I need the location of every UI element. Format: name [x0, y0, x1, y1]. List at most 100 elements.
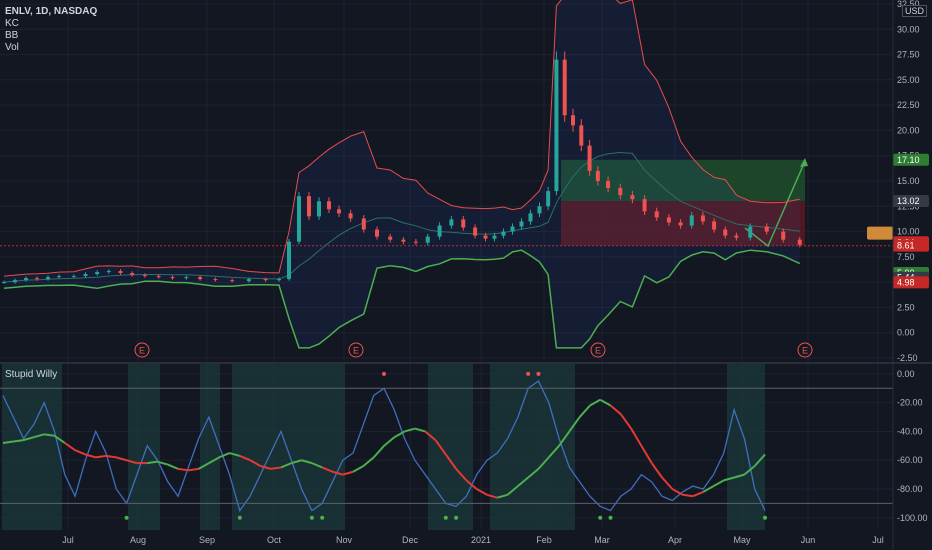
long-position-tool[interactable]	[0, 158, 893, 248]
oversold-dot	[309, 515, 314, 520]
sub-legend: Stupid Willy	[5, 369, 57, 381]
candle-body	[170, 277, 175, 279]
willy-smooth-segment	[362, 456, 375, 467]
candle-body	[130, 273, 135, 276]
currency-label[interactable]: USD	[902, 5, 928, 17]
indicator-kc[interactable]: KC	[5, 18, 19, 29]
earnings-marker-label-1: E	[353, 346, 359, 356]
candle-body	[361, 218, 366, 230]
time-tick-1: Aug	[130, 535, 146, 545]
candle-body	[317, 201, 321, 217]
price-tick-12: 2.50	[897, 302, 915, 312]
time-tick-8: Mar	[594, 535, 610, 545]
candle-body	[483, 235, 488, 239]
price-tick-13: 0.00	[897, 328, 915, 338]
candle-body	[537, 206, 542, 214]
willy-smooth-segment	[116, 456, 127, 462]
indicator-bb[interactable]: BB	[5, 30, 19, 41]
price-tick-14: -2.50	[897, 353, 918, 363]
time-tick-2: Sep	[199, 535, 215, 545]
willy-smooth-segment	[44, 433, 55, 437]
willy-smooth-segment	[578, 404, 591, 418]
price-label-0: 17.10	[897, 155, 920, 165]
candle-body	[83, 274, 88, 277]
candle-body	[277, 279, 281, 281]
candle-body	[287, 241, 291, 280]
willy-smooth-segment	[609, 404, 622, 415]
willy-smooth-segment	[198, 462, 210, 470]
candle-body	[528, 213, 533, 222]
willy-tick-5: -100.00	[897, 513, 928, 523]
price-label-6: 4.98	[897, 277, 915, 287]
candle-body	[118, 271, 123, 274]
candle-body	[562, 59, 567, 116]
willy-smooth-segment	[249, 459, 261, 467]
overbought-dot	[526, 371, 531, 376]
candle-body	[246, 279, 251, 282]
willy-smooth-segment	[733, 473, 745, 479]
candle-body	[57, 276, 61, 278]
candle-body	[654, 211, 659, 218]
candle-body	[327, 201, 331, 210]
willy-smooth-segment	[599, 398, 612, 407]
oversold-dot	[598, 515, 603, 520]
willy-smooth-segment	[383, 436, 395, 447]
time-tick-5: Dec	[402, 535, 419, 545]
indicator-vol[interactable]: Vol	[5, 42, 19, 53]
band-fill	[4, 0, 800, 348]
candle-body	[734, 235, 739, 238]
candle-body	[666, 217, 671, 223]
candle-body	[501, 231, 506, 236]
candle-body	[781, 231, 786, 240]
overbought-dot	[382, 371, 386, 376]
candle-body	[764, 226, 769, 232]
position-target-zone	[561, 159, 805, 202]
candle-body	[71, 276, 76, 278]
symbol-title[interactable]: ENLV, 1D, NASDAQ	[5, 6, 98, 17]
price-bands	[3, 0, 801, 349]
earnings-marker-circle-2	[590, 342, 606, 358]
willy-smooth-segment	[640, 445, 653, 464]
willy-tick-0: 0.00	[897, 369, 915, 379]
candle-body	[492, 235, 497, 239]
willy-smooth-segment	[147, 460, 158, 465]
time-tick-9: Apr	[668, 535, 682, 545]
earnings-marker-label-2: E	[595, 346, 601, 356]
signal-zone-3	[232, 363, 345, 530]
earnings-marker-circle-1	[348, 342, 364, 358]
willy-tick-1: -20.00	[897, 398, 923, 408]
oversold-dot	[763, 515, 767, 520]
willy-smooth-segment	[372, 445, 385, 459]
candle-body	[618, 188, 623, 196]
willy-tick-3: -60.00	[897, 455, 923, 465]
price-tick-1: 30.00	[897, 24, 920, 34]
candle-body	[595, 170, 600, 181]
oversold-dot	[608, 515, 613, 520]
willy-smooth-segment	[157, 460, 169, 466]
candle-series	[2, 51, 802, 284]
candle-body	[13, 280, 17, 283]
candle-body	[401, 239, 406, 242]
willy-smooth-segment	[311, 462, 323, 469]
candle-body	[337, 209, 341, 214]
price-label-bg-1	[893, 195, 929, 208]
position-stop-zone	[561, 201, 805, 246]
candle-body	[95, 272, 100, 275]
willy-smooth-segment	[393, 430, 406, 439]
willy-smooth-segment	[291, 459, 302, 465]
indicator-stupid-willy[interactable]: Stupid Willy	[5, 369, 58, 380]
price-label-bg-0	[893, 153, 929, 166]
main-legend: ENLV, 1D, NASDAQ KC BB Vol	[5, 6, 97, 54]
candle-body	[587, 145, 592, 171]
willy-smooth-segment	[321, 466, 333, 473]
candle-body	[554, 59, 559, 192]
candle-body	[700, 215, 705, 222]
willy-smooth-segment	[126, 459, 138, 465]
signal-zone-4	[428, 363, 473, 530]
willy-smooth-segment	[188, 467, 199, 472]
signal-zone-5	[490, 363, 575, 530]
candle-body	[689, 215, 694, 226]
candle-body	[519, 221, 524, 227]
